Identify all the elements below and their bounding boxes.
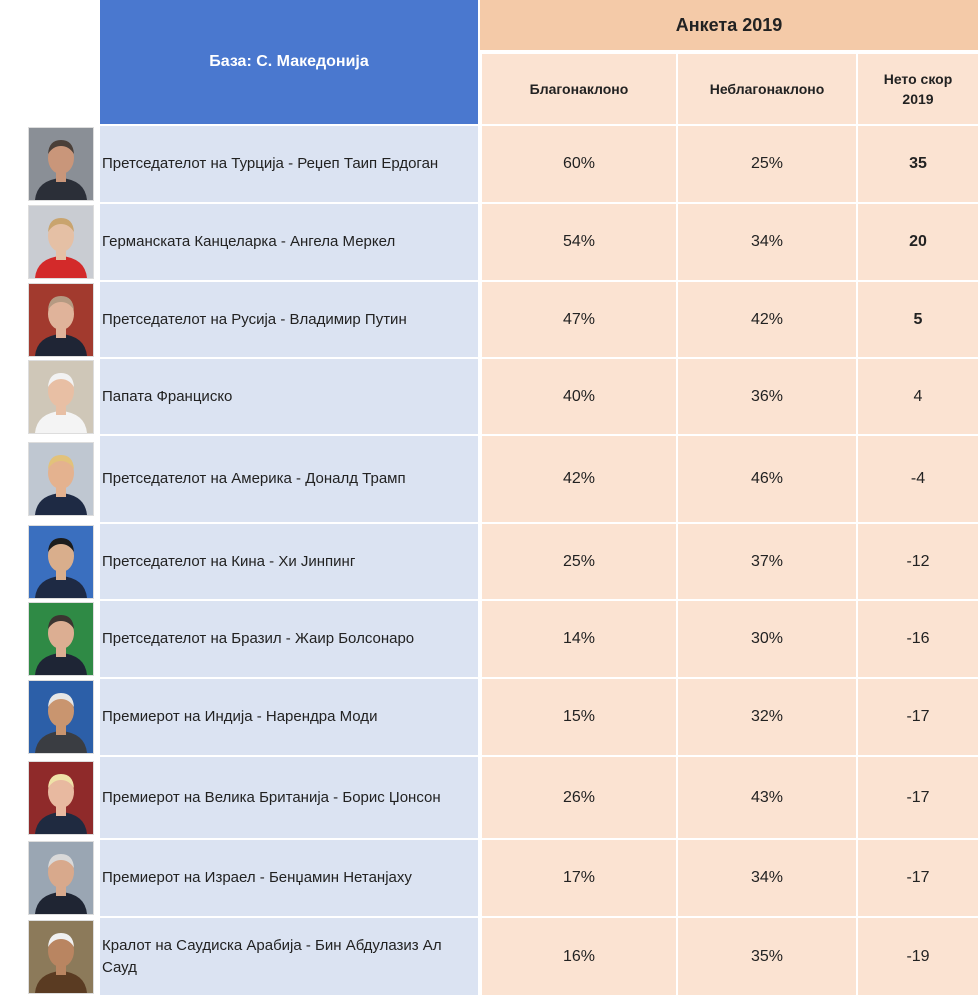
leader-photo xyxy=(28,442,94,516)
base-header: База: С. Македонија xyxy=(100,0,478,124)
net-score-value: 35 xyxy=(858,126,978,202)
unfavorable-value: 34% xyxy=(678,204,856,280)
unfavorable-value: 46% xyxy=(678,436,856,522)
table-row: Претседателот на Америка - Доналд Трамп 4… xyxy=(0,436,980,522)
unfavorable-value: 34% xyxy=(678,840,856,916)
table-row: Претседателот на Бразил - Жаир Болсонаро… xyxy=(0,601,980,677)
leader-name: Премиерот на Израел - Бенџамин Нетанјаху xyxy=(100,840,478,916)
survey-header: Анкета 2019 xyxy=(480,0,978,50)
net-score-value: -17 xyxy=(858,757,978,838)
unfavorable-value: 35% xyxy=(678,918,856,995)
net-score-value: -17 xyxy=(858,679,978,755)
leader-photo xyxy=(28,919,94,994)
leader-name: Претседателот на Турција - Реџеп Таип Ер… xyxy=(100,126,478,202)
leader-name: Германската Канцеларка - Ангела Меркел xyxy=(100,204,478,280)
leader-photo xyxy=(28,760,94,835)
leader-name: Премиерот на Велика Британија - Борис Џо… xyxy=(100,757,478,838)
table-row: Претседателот на Турција - Реџеп Таип Ер… xyxy=(0,126,980,202)
table-row: Претседателот на Русија - Владимир Путин… xyxy=(0,282,980,357)
net-score-value: -19 xyxy=(858,918,978,995)
leader-photo xyxy=(28,205,94,279)
favorable-value: 26% xyxy=(482,757,676,838)
leader-name: Папата Франциско xyxy=(100,359,478,434)
leader-name: Претседателот на Русија - Владимир Путин xyxy=(100,282,478,357)
net-score-value: -17 xyxy=(858,840,978,916)
net-score-header-line1: Нето скор xyxy=(883,71,953,87)
favorable-value: 47% xyxy=(482,282,676,357)
leader-photo xyxy=(28,359,94,434)
favorable-value: 42% xyxy=(482,436,676,522)
net-score-column-header: Нето скор 2019 xyxy=(858,54,978,124)
table-row: Кралот на Саудиска Арабија - Бин Абдулаз… xyxy=(0,918,980,995)
favorable-value: 25% xyxy=(482,524,676,599)
net-score-value: 4 xyxy=(858,359,978,434)
leader-name: Претседателот на Кина - Хи Јинпинг xyxy=(100,524,478,599)
table-row: Премиерот на Велика Британија - Борис Џо… xyxy=(0,757,980,838)
leader-photo xyxy=(28,524,94,599)
leader-photo xyxy=(28,282,94,357)
unfavorable-value: 43% xyxy=(678,757,856,838)
table-row: Претседателот на Кина - Хи Јинпинг 25% 37%… xyxy=(0,524,980,599)
leader-name: Кралот на Саудиска Арабија - Бин Абдулаз… xyxy=(100,918,478,995)
unfavorable-value: 37% xyxy=(678,524,856,599)
table-row: Германската Канцеларка - Ангела Меркел 54… xyxy=(0,204,980,280)
leader-name: Премиерот на Индија - Нарендра Моди xyxy=(100,679,478,755)
unfavorable-value: 32% xyxy=(678,679,856,755)
unfavorable-value: 30% xyxy=(678,601,856,677)
net-score-value: 5 xyxy=(858,282,978,357)
leader-name: Претседателот на Бразил - Жаир Болсонаро xyxy=(100,601,478,677)
favorable-value: 17% xyxy=(482,840,676,916)
table-row: Премиерот на Индија - Нарендра Моди 15% 32… xyxy=(0,679,980,755)
net-score-value: -16 xyxy=(858,601,978,677)
table-row: Премиерот на Израел - Бенџамин Нетанјаху… xyxy=(0,840,980,916)
favorable-value: 54% xyxy=(482,204,676,280)
leader-photo xyxy=(28,680,94,754)
net-score-value: -12 xyxy=(858,524,978,599)
unfavorable-column-header: Неблагонаклоно xyxy=(678,54,856,124)
favorable-column-header: Благонаклоно xyxy=(482,54,676,124)
net-score-value: 20 xyxy=(858,204,978,280)
net-score-value: -4 xyxy=(858,436,978,522)
favorable-value: 15% xyxy=(482,679,676,755)
unfavorable-value: 42% xyxy=(678,282,856,357)
leader-name: Претседателот на Америка - Доналд Трамп xyxy=(100,436,478,522)
leader-photo xyxy=(28,127,94,201)
favorable-value: 14% xyxy=(482,601,676,677)
favorable-value: 60% xyxy=(482,126,676,202)
table-row: Папата Франциско 40% 36% 4 xyxy=(0,359,980,434)
unfavorable-value: 36% xyxy=(678,359,856,434)
unfavorable-value: 25% xyxy=(678,126,856,202)
leader-photo xyxy=(28,602,94,676)
favorable-value: 40% xyxy=(482,359,676,434)
leader-photo xyxy=(28,841,94,915)
net-score-header-line2: 2019 xyxy=(902,91,934,107)
favorable-value: 16% xyxy=(482,918,676,995)
